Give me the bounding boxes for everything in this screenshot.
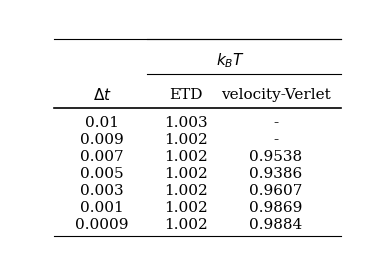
Text: 1.002: 1.002 bbox=[164, 184, 208, 198]
Text: 0.001: 0.001 bbox=[80, 201, 124, 215]
Text: 0.007: 0.007 bbox=[80, 150, 124, 164]
Text: 0.0009: 0.0009 bbox=[75, 218, 129, 232]
Text: 0.003: 0.003 bbox=[80, 184, 124, 198]
Text: 1.002: 1.002 bbox=[164, 167, 208, 181]
Text: -: - bbox=[273, 116, 278, 130]
Text: 0.9607: 0.9607 bbox=[249, 184, 302, 198]
Text: -: - bbox=[273, 133, 278, 147]
Text: $k_B T$: $k_B T$ bbox=[216, 51, 245, 70]
Text: ETD: ETD bbox=[169, 88, 203, 102]
Text: 1.002: 1.002 bbox=[164, 133, 208, 147]
Text: 0.01: 0.01 bbox=[85, 116, 119, 130]
Text: 0.9386: 0.9386 bbox=[249, 167, 302, 181]
Text: 1.002: 1.002 bbox=[164, 150, 208, 164]
Text: 1.002: 1.002 bbox=[164, 201, 208, 215]
Text: 0.009: 0.009 bbox=[80, 133, 124, 147]
Text: 0.9884: 0.9884 bbox=[249, 218, 302, 232]
Text: 0.005: 0.005 bbox=[80, 167, 124, 181]
Text: velocity-Verlet: velocity-Verlet bbox=[221, 88, 330, 102]
Text: 1.002: 1.002 bbox=[164, 218, 208, 232]
Text: 0.9869: 0.9869 bbox=[249, 201, 302, 215]
Text: 1.003: 1.003 bbox=[164, 116, 208, 130]
Text: $\Delta t$: $\Delta t$ bbox=[93, 87, 112, 103]
Text: 0.9538: 0.9538 bbox=[249, 150, 302, 164]
